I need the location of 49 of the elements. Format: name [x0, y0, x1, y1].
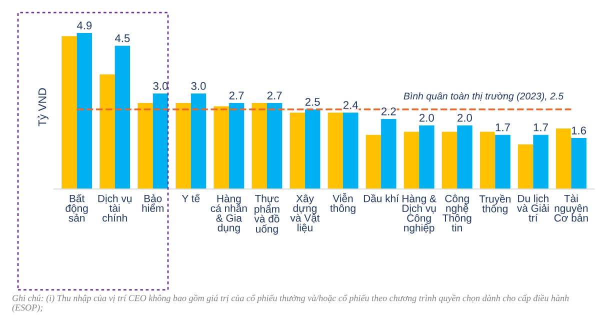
bar	[62, 36, 77, 189]
bar	[214, 106, 229, 189]
data-label: 2.0	[458, 114, 472, 122]
bar	[176, 103, 191, 189]
data-label: 1.7	[496, 124, 510, 132]
x-tick-label: Bất động sản	[66, 194, 88, 222]
data-label: 3.0	[153, 82, 168, 90]
x-tick-label: Y tế	[182, 194, 200, 202]
bar	[138, 103, 153, 189]
x-tick-label: Bảo hiểm	[142, 194, 164, 212]
x-tick-label: Công nghệ Thông tin	[442, 194, 472, 232]
bar	[381, 118, 396, 189]
x-tick-label: Xây dựng và Vật liệu	[290, 194, 320, 233]
data-label: 4.9	[76, 22, 92, 30]
data-label: 2.7	[267, 92, 282, 100]
x-tick-label: Tài nguyên Cơ bản	[554, 194, 588, 222]
data-label: 1.6	[572, 126, 586, 134]
x-tick-label: Thực phẩm và đồ uống	[254, 194, 280, 235]
bar	[100, 74, 115, 189]
bar	[495, 134, 510, 189]
x-tick-label: Hàng cá nhân & Gia dụng	[210, 194, 247, 234]
data-label: 3.0	[191, 82, 206, 90]
data-label: 2.5	[305, 98, 320, 106]
bar	[518, 144, 534, 189]
x-tick-label: Truyền thông	[479, 194, 510, 214]
bar	[252, 103, 267, 189]
bar	[556, 128, 572, 189]
x-tick-label: Dịch vụ tài chính	[98, 194, 132, 222]
ref-line-label: Bình quân toàn thị trường (2023), 2.5	[404, 92, 564, 102]
data-label: 2.0	[420, 114, 434, 122]
data-label: 2.7	[229, 92, 244, 100]
data-label: 2.4	[343, 101, 358, 109]
x-tick-label: Du lịch và Giải trí	[516, 194, 549, 222]
data-label: 1.7	[534, 124, 548, 132]
bar	[328, 112, 344, 189]
bar	[366, 134, 382, 189]
text: Ghi chú: (i) Thu nhập của vị trí CEO không bao gồm giá trị của cổ phiếu thưởng và/hoặc cổ phiếu theo chương trình quyền chọn dành cho cấp điều hành (ESOP);	[12, 294, 569, 312]
bar	[343, 112, 358, 189]
bar	[480, 132, 496, 189]
data-label: 2.2	[381, 108, 396, 116]
x-tick-label: Dầu khí	[364, 194, 399, 202]
bar	[571, 138, 586, 189]
x-tick-label: Hàng & Dịch vụ Công nghiệp	[402, 194, 436, 234]
bar	[404, 132, 420, 189]
bar	[442, 132, 458, 189]
bar	[290, 112, 305, 189]
x-tick-label: Viễn thông	[330, 193, 356, 214]
y-axis-title: Tỷ VND	[38, 88, 48, 126]
data-label: 4.5	[114, 34, 130, 42]
